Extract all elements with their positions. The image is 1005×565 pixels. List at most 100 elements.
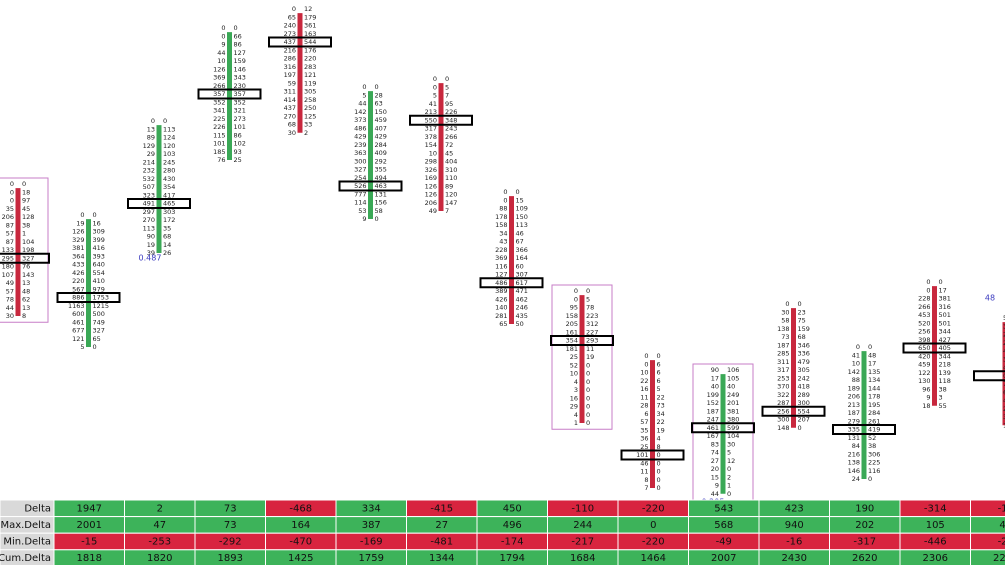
bid-volume: 206 [425,199,437,207]
ask-volume: 427 [939,336,951,344]
cell-value: 450 [503,503,522,514]
ask-volume: 344 [939,352,951,360]
ask-volume: 3 [939,394,943,402]
ask-volume: 230 [234,82,246,90]
ask-volume: 0 [657,476,661,484]
cell-value: 543 [714,503,733,514]
cell-value: 1425 [288,553,313,564]
candle-body [791,308,796,428]
bid-volume: 311 [777,358,789,366]
bid-volume: 364 [72,252,84,260]
bid-volume: 0 [574,295,578,303]
ask-volume: 55 [939,402,947,410]
ask-volume: 159 [798,325,810,333]
bid-volume: 116 [495,262,507,270]
bid-volume: 5 [80,343,84,351]
cell-value: 73 [224,520,237,531]
bid-volume: 300 [354,157,366,165]
ask-volume: 5 [657,385,661,393]
bid-volume: 57 [640,418,648,426]
ask-volume: 1 [727,482,731,490]
ask-volume: 25 [234,156,242,164]
ask-volume: 321 [234,107,246,115]
ask-volume: 48 [868,351,876,359]
bid-volume: 113 [143,224,155,232]
ask-volume: 19 [586,353,594,361]
bid-volume: 352 [213,98,225,106]
bid-volume: 121 [72,335,84,343]
bid-volume: 78 [6,296,14,304]
bid-volume: 426 [495,295,507,303]
candle-body [720,374,726,494]
ask-volume: 327 [93,327,105,335]
bid-volume: 0 [856,343,860,351]
ask-volume: 0 [657,451,661,459]
ask-volume: 102 [234,140,246,148]
bid-volume: 0 [574,287,578,295]
cell-value: 2290 [993,553,1005,564]
ask-volume: 28 [375,91,383,99]
volume: 639 [1003,388,1005,396]
ask-volume: 76 [22,263,30,271]
ask-volume: 58 [375,207,383,215]
candle-body [861,351,867,479]
bid-volume: 65 [499,320,507,328]
bid-volume: 29 [570,403,578,411]
bid-volume: 39 [147,249,155,257]
bid-volume: 323 [143,191,155,199]
ask-volume: 135 [868,368,880,376]
bid-volume: 34 [499,229,507,237]
bid-volume: 20 [711,465,719,473]
annotation: 0.487 [139,254,162,263]
bid-volume: 317 [425,125,437,133]
ask-volume: 131 [375,190,387,198]
bid-volume: 131 [848,434,860,442]
ask-volume: 119 [304,79,316,87]
ask-volume: 0 [586,403,590,411]
bid-volume: 240 [284,22,296,30]
bid-volume: 300 [777,416,789,424]
volume: 53 [1003,314,1005,322]
volume: 316 [1003,322,1005,330]
bid-volume: 526 [354,182,366,190]
bid-volume: 363 [354,149,366,157]
ask-volume: 292 [375,157,387,165]
candle-body [297,13,303,133]
bid-volume: 9 [926,394,930,402]
ask-volume: 86 [234,131,242,139]
ask-volume: 124 [163,134,175,142]
ask-volume: 0 [586,411,590,419]
bid-volume: 239 [354,141,366,149]
bid-volume: 1163 [68,302,85,310]
ask-volume: 23 [798,308,806,316]
ask-volume: 617 [516,279,528,287]
bid-volume: 414 [284,96,296,104]
bid-volume: 89 [147,134,155,142]
ask-volume: 22 [657,393,665,401]
bid-volume: 369 [495,254,507,262]
bid-volume: 142 [848,368,860,376]
ask-volume: 62 [22,296,30,304]
ask-volume: 0 [586,287,590,295]
ask-volume: 381 [939,295,951,303]
bid-volume: 426 [72,269,84,277]
bid-volume: 101 [213,140,225,148]
bid-volume: 297 [143,208,155,216]
bid-volume: 154 [425,141,437,149]
ask-volume: 48 [22,287,30,295]
ask-volume: 1753 [93,294,110,302]
ask-volume: 430 [163,175,175,183]
poc-box [0,252,50,264]
ask-volume: 500 [93,310,105,318]
ask-volume: 109 [516,205,528,213]
bid-volume: 44 [711,490,719,498]
cell-value: 1818 [77,553,102,564]
bid-volume: 206 [2,213,14,221]
bid-volume: 10 [570,370,578,378]
ask-volume: 5 [445,83,449,91]
ask-volume: 0 [586,361,590,369]
ask-volume: 13 [22,304,30,312]
bid-volume: 133 [2,246,14,254]
bid-volume: 228 [495,246,507,254]
bid-volume: 10 [217,57,225,65]
